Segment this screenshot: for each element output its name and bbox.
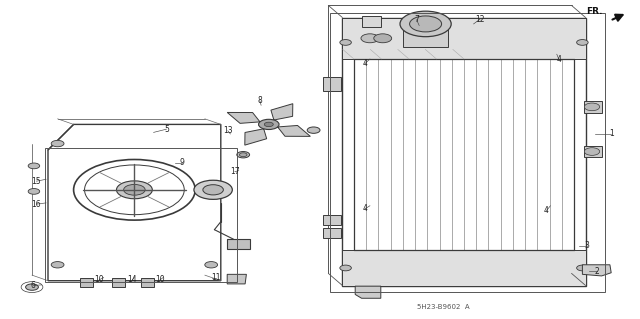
Circle shape <box>307 127 320 133</box>
Circle shape <box>584 148 600 155</box>
Text: 11: 11 <box>211 273 220 282</box>
Text: 16: 16 <box>31 200 42 209</box>
Bar <box>45 148 237 282</box>
Polygon shape <box>362 16 381 27</box>
Polygon shape <box>245 123 275 145</box>
Circle shape <box>28 163 40 169</box>
Circle shape <box>374 34 392 43</box>
Bar <box>342 18 586 286</box>
Text: 3: 3 <box>584 241 589 250</box>
Text: 10: 10 <box>94 275 104 284</box>
Polygon shape <box>227 274 246 284</box>
Circle shape <box>577 40 588 45</box>
Polygon shape <box>342 250 586 286</box>
Text: 4: 4 <box>362 204 367 213</box>
Polygon shape <box>262 104 293 126</box>
Text: 7: 7 <box>414 15 419 24</box>
Circle shape <box>400 11 451 37</box>
Polygon shape <box>342 18 586 59</box>
Polygon shape <box>584 101 602 113</box>
Text: 2: 2 <box>595 267 600 276</box>
Circle shape <box>51 140 64 147</box>
Circle shape <box>340 40 351 45</box>
Text: 4: 4 <box>362 59 367 68</box>
Circle shape <box>577 265 588 271</box>
Circle shape <box>237 152 250 158</box>
Text: 17: 17 <box>230 167 240 176</box>
Circle shape <box>26 284 38 290</box>
Polygon shape <box>227 113 272 128</box>
Polygon shape <box>266 121 310 137</box>
Circle shape <box>205 262 218 268</box>
Circle shape <box>584 103 600 111</box>
Text: 5: 5 <box>164 125 169 134</box>
Polygon shape <box>584 146 602 157</box>
Text: 12: 12 <box>476 15 484 24</box>
Polygon shape <box>582 265 611 276</box>
Polygon shape <box>323 215 341 225</box>
Circle shape <box>51 262 64 268</box>
Text: 4: 4 <box>556 55 561 63</box>
Text: 9: 9 <box>179 158 184 167</box>
Text: 6: 6 <box>31 281 36 290</box>
Text: 14: 14 <box>127 275 138 284</box>
Circle shape <box>264 122 273 127</box>
Circle shape <box>410 16 442 32</box>
Circle shape <box>28 189 40 194</box>
Circle shape <box>259 119 279 130</box>
Text: 1: 1 <box>609 130 614 138</box>
Polygon shape <box>141 278 154 287</box>
Text: 15: 15 <box>31 177 42 186</box>
Text: 5H23-B9602  A: 5H23-B9602 A <box>417 304 470 310</box>
Polygon shape <box>403 21 448 47</box>
Circle shape <box>194 180 232 199</box>
Polygon shape <box>323 228 341 238</box>
Circle shape <box>124 184 145 195</box>
Polygon shape <box>80 278 93 287</box>
Polygon shape <box>323 77 341 91</box>
Text: 13: 13 <box>223 126 233 135</box>
Bar <box>330 13 605 292</box>
Text: 4: 4 <box>544 206 549 215</box>
Circle shape <box>340 265 351 271</box>
Circle shape <box>361 34 379 43</box>
Polygon shape <box>227 239 250 249</box>
Polygon shape <box>355 286 381 298</box>
Text: 8: 8 <box>257 96 262 105</box>
Polygon shape <box>112 278 125 287</box>
Text: 10: 10 <box>155 275 165 284</box>
Circle shape <box>239 153 247 157</box>
Text: FR.: FR. <box>586 7 602 16</box>
Circle shape <box>203 185 223 195</box>
Circle shape <box>116 181 152 199</box>
